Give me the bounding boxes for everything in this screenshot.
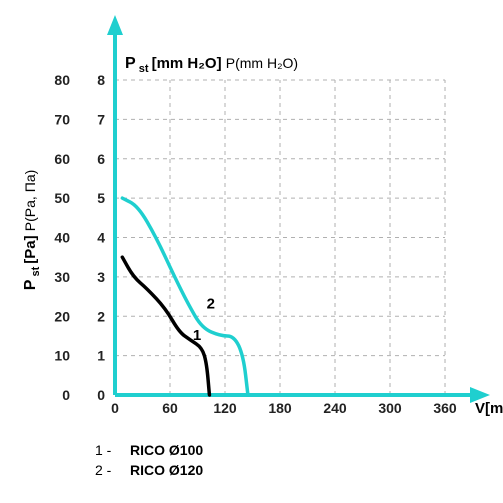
x-tick-label: 180	[268, 400, 292, 416]
x-tick-label: 0	[111, 400, 119, 416]
curve-label: 2	[207, 295, 215, 312]
y-tick-right: 0	[97, 387, 105, 403]
legend-label: RICO Ø100	[130, 442, 203, 458]
y-axis-label-left: P st [Pa] P(Pa, Πa)	[22, 170, 42, 291]
x-tick-label: 360	[433, 400, 457, 416]
y-tick-left: 60	[54, 151, 70, 167]
legend-label: RICO Ø120	[130, 462, 203, 478]
y-axis-arrow	[107, 15, 123, 35]
y-tick-right: 6	[97, 151, 105, 167]
y-tick-left: 20	[54, 308, 70, 324]
y-axis-label-top: P st [mm H₂O] P(mm H₂O)	[125, 55, 298, 75]
y-tick-left: 30	[54, 269, 70, 285]
x-axis-label: V[m³/h]	[475, 400, 503, 417]
y-tick-left: 70	[54, 111, 70, 127]
curve-label: 1	[193, 327, 201, 344]
y-tick-left: 50	[54, 190, 70, 206]
legend-num: 2 -	[95, 462, 112, 478]
series-2	[122, 198, 248, 395]
y-tick-right: 4	[97, 230, 105, 246]
x-tick-label: 120	[213, 400, 237, 416]
x-tick-label: 300	[378, 400, 402, 416]
y-tick-right: 5	[97, 190, 105, 206]
legend-num: 1 -	[95, 442, 112, 458]
y-tick-left: 10	[54, 348, 70, 364]
y-tick-right: 1	[97, 348, 105, 364]
y-tick-right: 7	[97, 111, 105, 127]
y-tick-left: 40	[54, 230, 70, 246]
y-tick-right: 3	[97, 269, 105, 285]
y-tick-right: 8	[97, 72, 105, 88]
y-tick-left: 80	[54, 72, 70, 88]
pressure-flow-chart: 060120180240300360V[m³/h]010203040506070…	[0, 0, 503, 503]
x-tick-label: 240	[323, 400, 347, 416]
y-tick-right: 2	[97, 308, 105, 324]
x-tick-label: 60	[162, 400, 178, 416]
y-tick-left: 0	[62, 387, 70, 403]
